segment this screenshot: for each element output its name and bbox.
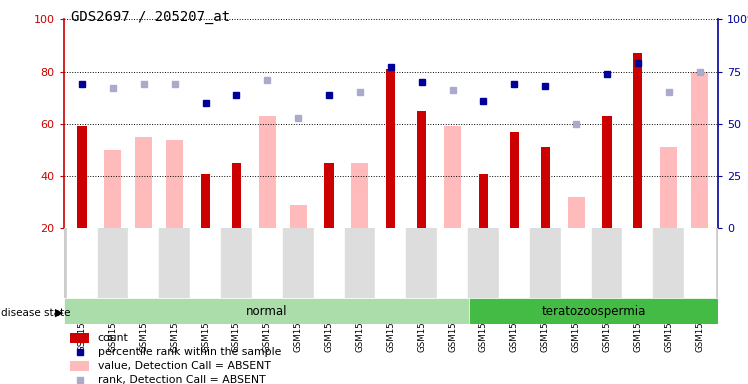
Text: teratozoospermia: teratozoospermia [542,305,646,318]
Bar [190,228,221,298]
Bar [221,19,252,228]
Bar [386,69,396,228]
Bar [561,228,592,298]
Bar [352,163,369,228]
Bar [259,116,276,228]
Bar [691,71,708,228]
Bar [499,228,530,298]
Bar [97,19,129,228]
Text: value, Detection Call = ABSENT: value, Detection Call = ABSENT [98,361,271,371]
Bar [313,19,345,228]
Text: rank, Detection Call = ABSENT: rank, Detection Call = ABSENT [98,375,266,384]
Bar [78,126,87,228]
Bar [653,228,684,298]
Bar [479,174,488,228]
Bar [406,19,437,228]
Bar [129,228,159,298]
Bar [468,228,499,298]
Bar [622,19,653,228]
Bar [105,150,121,228]
Bar [437,228,468,298]
Text: normal: normal [245,305,287,318]
Bar [406,228,437,298]
Bar [653,19,684,228]
Text: count: count [98,333,129,343]
Bar [67,228,97,298]
Bar [568,197,584,228]
Bar [444,126,461,228]
Bar [561,19,592,228]
Bar [201,174,210,228]
Bar [159,228,190,298]
Bar [375,228,406,298]
Bar [232,163,241,228]
Text: disease state: disease state [1,308,71,318]
Bar [129,19,159,228]
Bar [70,333,90,343]
Bar [221,228,252,298]
Bar [252,228,283,298]
Bar [602,116,612,228]
Text: percentile rank within the sample: percentile rank within the sample [98,347,281,357]
Bar [592,19,622,228]
Bar [190,19,221,228]
Bar [592,228,622,298]
Bar [135,137,153,228]
Bar [684,228,715,298]
Bar [622,228,653,298]
Bar [345,228,375,298]
Bar [633,53,643,228]
Bar [283,228,313,298]
Bar [499,19,530,228]
Text: ▶: ▶ [55,308,63,318]
Bar [289,205,307,228]
Bar [345,19,375,228]
Bar [252,19,283,228]
Bar [70,361,90,371]
Bar [469,298,718,324]
Bar [159,19,190,228]
Bar [468,19,499,228]
Bar [67,19,97,228]
Bar [530,19,561,228]
Bar [509,132,519,228]
Bar [166,139,183,228]
Bar [541,147,550,228]
Bar [417,111,426,228]
Bar [437,19,468,228]
Bar [97,228,129,298]
Text: GDS2697 / 205207_at: GDS2697 / 205207_at [71,10,230,23]
Bar [660,147,677,228]
Bar [64,298,469,324]
Bar [684,19,715,228]
Bar [283,19,313,228]
Bar [313,228,345,298]
Bar [325,163,334,228]
Bar [530,228,561,298]
Bar [375,19,406,228]
